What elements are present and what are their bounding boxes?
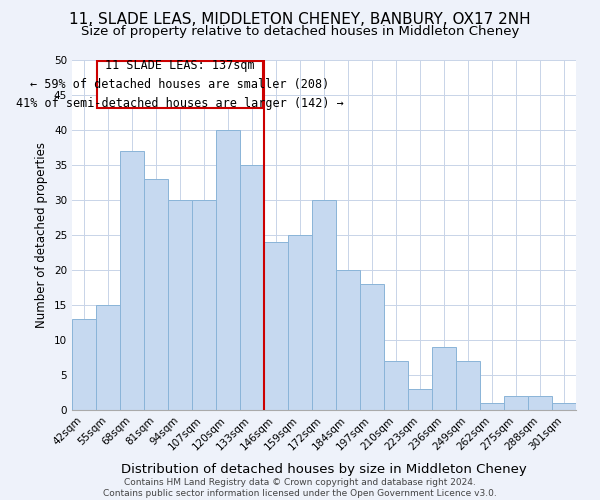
Bar <box>96 305 120 410</box>
Y-axis label: Number of detached properties: Number of detached properties <box>35 142 49 328</box>
X-axis label: Distribution of detached houses by size in Middleton Cheney: Distribution of detached houses by size … <box>121 463 527 476</box>
Text: 11, SLADE LEAS, MIDDLETON CHENEY, BANBURY, OX17 2NH: 11, SLADE LEAS, MIDDLETON CHENEY, BANBUR… <box>69 12 531 28</box>
Bar <box>144 179 168 410</box>
Bar <box>408 389 432 410</box>
Bar <box>504 396 528 410</box>
Bar <box>264 242 288 410</box>
Bar <box>360 284 384 410</box>
Bar <box>528 396 552 410</box>
Bar <box>288 235 312 410</box>
Text: Contains HM Land Registry data © Crown copyright and database right 2024.
Contai: Contains HM Land Registry data © Crown c… <box>103 478 497 498</box>
Bar <box>384 361 408 410</box>
Bar <box>552 403 576 410</box>
Bar <box>120 151 144 410</box>
Bar <box>192 200 216 410</box>
FancyBboxPatch shape <box>97 62 263 108</box>
Text: 11 SLADE LEAS: 137sqm
← 59% of detached houses are smaller (208)
41% of semi-det: 11 SLADE LEAS: 137sqm ← 59% of detached … <box>16 59 344 110</box>
Bar <box>336 270 360 410</box>
Text: Size of property relative to detached houses in Middleton Cheney: Size of property relative to detached ho… <box>81 25 519 38</box>
Bar <box>456 361 480 410</box>
Bar <box>72 319 96 410</box>
Bar <box>312 200 336 410</box>
Bar <box>480 403 504 410</box>
Bar <box>168 200 192 410</box>
Bar <box>432 347 456 410</box>
Bar <box>216 130 240 410</box>
Bar <box>240 165 264 410</box>
